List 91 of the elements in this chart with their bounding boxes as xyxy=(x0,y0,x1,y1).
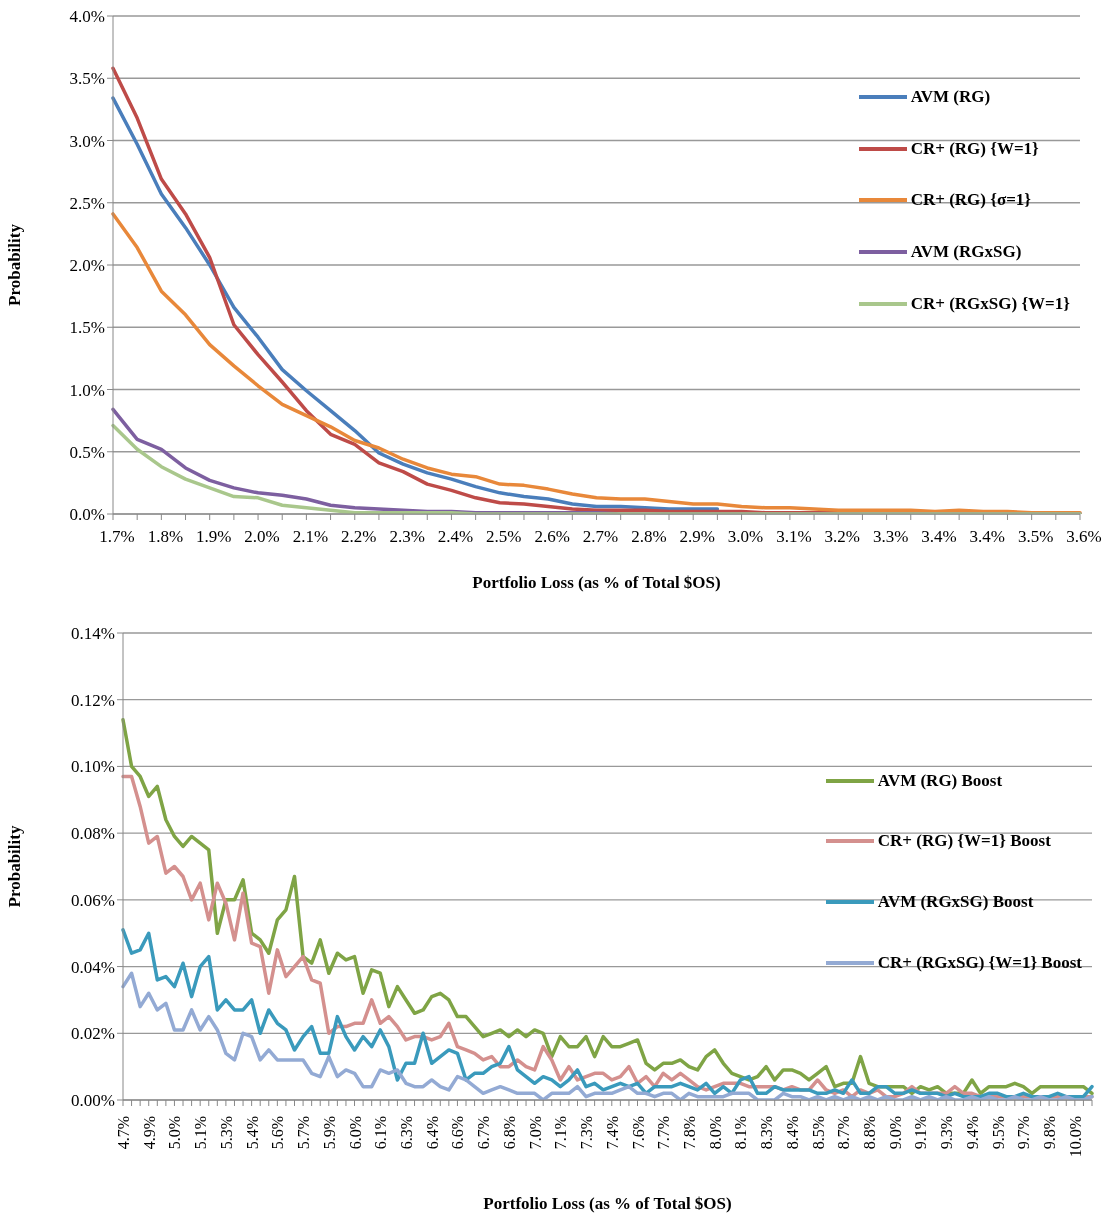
line-series xyxy=(111,96,720,511)
y-axis-title: Probability xyxy=(5,825,25,908)
x-tick-label: 9.8% xyxy=(1041,1116,1059,1150)
x-tick-label: 6.3% xyxy=(397,1116,415,1150)
y-tick-label: 0.02% xyxy=(71,1024,115,1044)
x-tick-label: 5.4% xyxy=(243,1116,261,1150)
line-series xyxy=(121,717,1094,1096)
x-tick-label: 9.0% xyxy=(886,1116,904,1150)
x-tick-label: 1.9% xyxy=(195,527,232,546)
x-tick-label: 2.0% xyxy=(244,527,280,546)
y-tick-label: 0.08% xyxy=(71,824,115,844)
legend-label: CR+ (RGxSG) {W=1} Boost xyxy=(877,952,1082,973)
x-tick-label: 2.7% xyxy=(582,527,619,546)
x-tick-label: 2.1% xyxy=(292,527,329,546)
y-tick-label: 0.14% xyxy=(71,624,115,644)
y-tick-label: 0.00% xyxy=(71,1091,115,1111)
x-tick-label: 2.9% xyxy=(679,527,715,546)
x-axis-title: Portfolio Loss (as % of Total $OS) xyxy=(483,1194,732,1213)
x-tick-label: 2.4% xyxy=(437,527,474,546)
legend-label: CR+ (RG) {W=1} xyxy=(910,138,1039,159)
x-tick-label: 8.7% xyxy=(835,1116,853,1150)
x-tick-label: 6.7% xyxy=(475,1116,493,1150)
y-tick-label: 2.0% xyxy=(69,256,105,276)
x-tick-label: 6.8% xyxy=(500,1116,518,1150)
x-tick-label: 5.9% xyxy=(320,1116,338,1150)
x-tick-label: 3.0% xyxy=(727,527,764,546)
x-tick-label: 7.6% xyxy=(629,1116,647,1150)
x-tick-label: 3.2% xyxy=(824,527,860,546)
x-tick-label: 7.0% xyxy=(526,1116,544,1150)
y-tick-label: 0.5% xyxy=(69,442,105,462)
x-tick-label: 3.4% xyxy=(969,527,1006,546)
y-tick-label: 0.12% xyxy=(71,690,115,710)
x-tick-label: 9.3% xyxy=(938,1116,956,1150)
x-tick-label: 6.0% xyxy=(346,1116,364,1150)
x-tick-label: 9.7% xyxy=(1015,1116,1033,1150)
x-tick-label: 3.4% xyxy=(921,527,957,546)
x-tick-label: 6.4% xyxy=(423,1116,441,1150)
y-tick-label: 2.5% xyxy=(69,193,105,213)
y-tick-label: 0.10% xyxy=(71,757,115,777)
y-tick-label: 0.06% xyxy=(71,890,115,910)
legend-label: AVM (RG) xyxy=(910,86,991,107)
x-tick-label: 8.8% xyxy=(861,1116,879,1150)
x-tick-label: 8.4% xyxy=(783,1116,801,1150)
x-tick-label: 10.0% xyxy=(1066,1116,1084,1158)
x-tick-label: 2.5% xyxy=(486,527,522,546)
x-tick-label: 2.2% xyxy=(341,527,377,546)
y-tick-label: 1.5% xyxy=(69,318,105,338)
x-axis-title: Portfolio Loss (as % of Total $OS) xyxy=(472,573,721,592)
x-tick-label: 5.3% xyxy=(217,1116,235,1150)
y-tick-label: 0.04% xyxy=(71,957,115,977)
x-tick-label: 7.7% xyxy=(655,1116,673,1150)
y-tick-label: 3.0% xyxy=(69,131,105,151)
x-tick-label: 6.6% xyxy=(449,1116,467,1150)
x-tick-label: 4.9% xyxy=(140,1116,158,1150)
x-tick-label: 1.7% xyxy=(99,527,135,546)
x-tick-label: 7.8% xyxy=(680,1116,698,1150)
x-tick-label: 8.1% xyxy=(732,1116,750,1150)
x-tick-label: 2.6% xyxy=(534,527,570,546)
x-tick-label: 3.1% xyxy=(776,527,812,546)
x-tick-label: 1.8% xyxy=(147,527,184,546)
legend-label: AVM (RG) Boost xyxy=(877,770,1003,791)
x-tick-label: 9.1% xyxy=(912,1116,930,1150)
legend-label: CR+ (RG) {σ=1} xyxy=(910,190,1032,211)
x-tick-label: 9.5% xyxy=(989,1116,1007,1150)
x-tick-label: 5.7% xyxy=(295,1116,313,1150)
x-tick-label: 8.3% xyxy=(758,1116,776,1150)
x-tick-label: 5.0% xyxy=(166,1116,184,1150)
y-tick-label: 1.0% xyxy=(69,380,105,400)
x-tick-label: 3.3% xyxy=(872,527,909,546)
x-tick-label: 7.3% xyxy=(578,1116,596,1150)
x-tick-label: 8.5% xyxy=(809,1116,827,1150)
x-tick-label: 6.1% xyxy=(372,1116,390,1150)
x-tick-label: 9.4% xyxy=(963,1116,981,1150)
x-tick-label: 7.4% xyxy=(603,1116,621,1150)
legend-label: CR+ (RGxSG) {W=1} xyxy=(910,294,1070,315)
legend-label: AVM (RGxSG) Boost xyxy=(877,892,1034,913)
legend-label: CR+ (RG) {W=1} Boost xyxy=(877,831,1051,852)
x-tick-label: 2.8% xyxy=(631,527,667,546)
x-tick-label: 3.6% xyxy=(1066,527,1102,546)
x-tick-label: 2.3% xyxy=(389,527,425,546)
y-tick-label: 0.0% xyxy=(69,505,105,525)
x-tick-label: 4.7% xyxy=(115,1116,132,1150)
y-axis-title: Probability xyxy=(5,223,25,306)
x-tick-label: 5.1% xyxy=(192,1116,210,1150)
x-tick-label: 7.1% xyxy=(552,1116,570,1150)
x-tick-label: 5.6% xyxy=(269,1116,287,1150)
legend-label: AVM (RGxSG) xyxy=(910,242,1022,263)
x-tick-label: 3.5% xyxy=(1017,527,1054,546)
y-tick-label: 4.0% xyxy=(69,7,105,27)
x-tick-label: 8.0% xyxy=(706,1116,724,1150)
y-tick-label: 3.5% xyxy=(69,69,105,89)
